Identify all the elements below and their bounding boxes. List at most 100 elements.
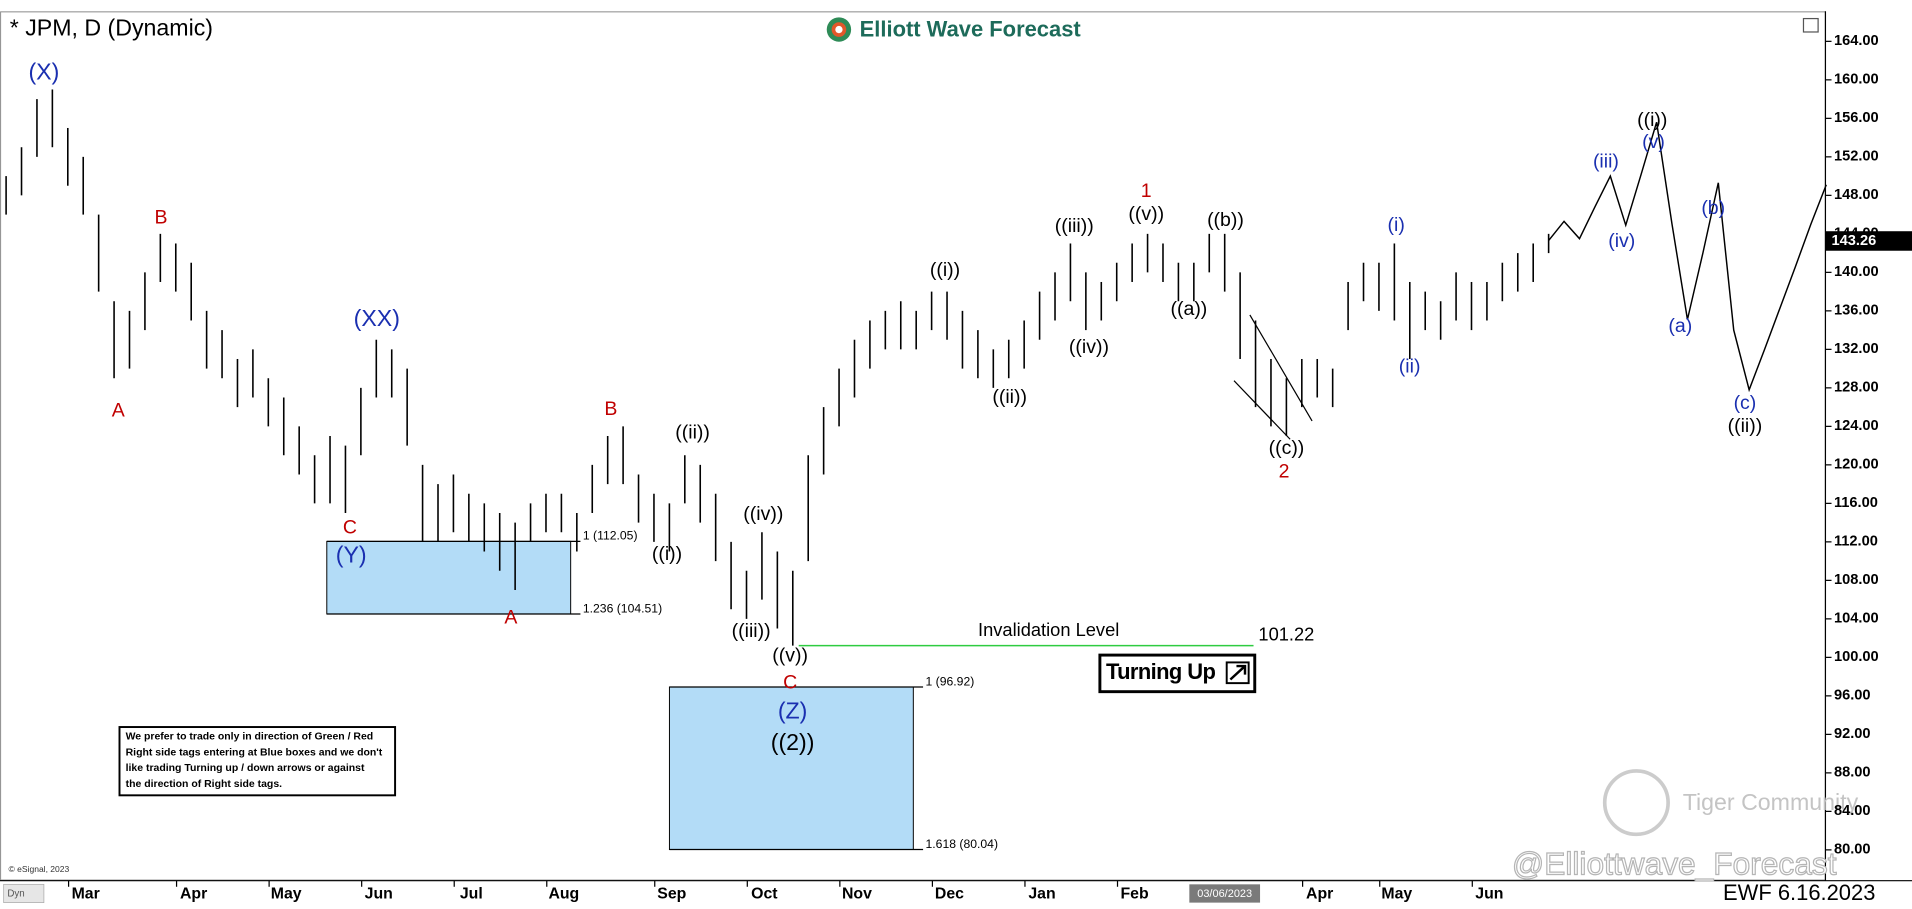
wave-label: ((i)): [1637, 109, 1667, 131]
fib-boxes: 1 (112.05) 1.236 (104.51) 1 (96.92) 1.618 (…: [326, 529, 1254, 851]
y-tick-label: 80.00: [1834, 842, 1871, 858]
invalidation-value: 101.22: [1258, 624, 1314, 645]
y-tick-label: 152.00: [1834, 149, 1879, 165]
disclaimer-line: like trading Turning up / down arrows or…: [126, 763, 365, 774]
y-tick-label: 164.00: [1834, 33, 1879, 49]
wave-label: ((iv)): [743, 503, 783, 525]
window-icon[interactable]: [1802, 17, 1819, 33]
x-tick-label: Aug: [548, 885, 579, 902]
wave-label: ((a)): [1170, 298, 1207, 320]
wave-label: ((iv)): [1069, 336, 1109, 358]
wedge-line: [1233, 380, 1291, 440]
date-stamp: EWF 6.16.2023: [1723, 880, 1875, 905]
fib-level-label: 1.618 (80.04): [926, 837, 999, 851]
y-tick-label: 100.00: [1834, 649, 1879, 665]
y-tick-label: 112.00: [1834, 534, 1878, 550]
wave-label: ((ii)): [675, 421, 710, 443]
wave-label: B: [154, 207, 167, 229]
wave-label: ((ii)): [992, 386, 1027, 408]
y-tick-label: 160.00: [1834, 72, 1879, 88]
disclaimer-line: Right side tags entering at Blue boxes a…: [126, 747, 383, 758]
projection-path: [1548, 121, 1827, 393]
watermark-community: Tiger Community: [1683, 789, 1859, 815]
x-tick-label: Jun: [1475, 885, 1503, 902]
logo-circle: [835, 25, 843, 34]
last-price-label: 143.26: [1832, 233, 1877, 249]
arrow-frame: [1225, 661, 1250, 685]
y-tick-label: 96.00: [1834, 688, 1871, 704]
x-tick-label: Apr: [1306, 885, 1333, 902]
wave-label: 1: [1141, 180, 1152, 202]
wave-label: (v): [1642, 131, 1665, 153]
fib-box: [668, 686, 914, 850]
y-tick-label: 84.00: [1834, 803, 1871, 819]
wave-label: (Y): [336, 541, 367, 567]
x-tick-label: Feb: [1120, 885, 1148, 902]
turning-label: Turning Up: [1106, 659, 1215, 684]
turning-box: [1098, 653, 1257, 694]
wave-label: 2: [1279, 460, 1290, 482]
disclaimer: We prefer to trade only in direction of …: [126, 732, 383, 791]
y-tick-label: 136.00: [1834, 303, 1879, 319]
brand-logo: Elliott Wave Forecast: [826, 17, 1082, 42]
x-tick-label: Jun: [365, 885, 393, 902]
y-tick-label: 132.00: [1834, 341, 1879, 357]
wave-label: (ii): [1399, 355, 1421, 377]
dyn-button[interactable]: [3, 883, 45, 903]
chart-title: * JPM, D (Dynamic): [10, 15, 213, 41]
y-tick-label: 148.00: [1834, 187, 1879, 203]
wave-label: (c): [1734, 392, 1757, 414]
x-tick-label: Jan: [1028, 885, 1055, 902]
last-price-tag: [1825, 231, 1912, 251]
watermark-logo: [1602, 769, 1670, 837]
price-bars: [5, 89, 1827, 646]
x-tick-label: Nov: [842, 885, 872, 902]
watermark-handle: @Elliottwave_Forecast: [1512, 845, 1837, 881]
wave-label: ((c)): [1269, 437, 1305, 459]
copyright: © eSignal, 2023: [9, 864, 70, 874]
wave-label: (iv): [1608, 230, 1635, 252]
wave-label: (Z): [778, 698, 808, 724]
wedge-line: [1249, 314, 1313, 422]
y-tick-label: 104.00: [1834, 611, 1879, 627]
x-tick-label: Mar: [72, 885, 100, 902]
wave-label: (X): [28, 59, 59, 85]
x-tick-label: 03/06/2023: [1197, 888, 1252, 900]
x-tick-label: Oct: [751, 885, 778, 902]
arrow-up: [1229, 664, 1247, 681]
wave-label: C: [343, 516, 357, 538]
fib-level-label: 1 (112.05): [583, 529, 638, 543]
y-tick-label: 128.00: [1834, 380, 1879, 396]
x-tick-label: Dec: [935, 885, 964, 902]
x-tick-label: May: [1381, 885, 1412, 902]
x-tick-label: Sep: [657, 885, 686, 902]
wave-label: ((iii)): [732, 620, 771, 642]
disclaimer-line: We prefer to trade only in direction of …: [126, 732, 374, 743]
brand-name: Elliott Wave Forecast: [860, 17, 1082, 42]
y-tick-label: 108.00: [1834, 572, 1879, 588]
wave-label: B: [604, 398, 617, 420]
dyn-label: Dyn: [7, 889, 24, 900]
wave-label: ((v)): [772, 644, 808, 666]
wave-label: ((b)): [1207, 209, 1244, 231]
y-tick-label: 156.00: [1834, 110, 1879, 126]
y-tick-label: 88.00: [1834, 765, 1871, 781]
wave-label: (a): [1668, 315, 1692, 337]
wave-label: (XX): [354, 305, 400, 331]
wave-label: ((v)): [1128, 203, 1164, 225]
invalidation-label: Invalidation Level: [978, 619, 1119, 640]
wave-label: ((2)): [771, 729, 815, 755]
y-tick-label: 116.00: [1834, 495, 1878, 511]
wave-label: C: [783, 671, 797, 693]
x-tick-label: Apr: [180, 885, 207, 902]
wave-label: ((iii)): [1055, 215, 1094, 237]
wave-label: (b): [1701, 197, 1725, 219]
date-cursor-box: [1189, 884, 1261, 903]
wave-label: (iii): [1593, 151, 1619, 173]
disclaimer-box: [118, 726, 397, 797]
y-tick-label: 120.00: [1834, 457, 1879, 473]
x-tick-label: Jul: [460, 885, 483, 902]
wave-label: ((i)): [652, 543, 682, 565]
